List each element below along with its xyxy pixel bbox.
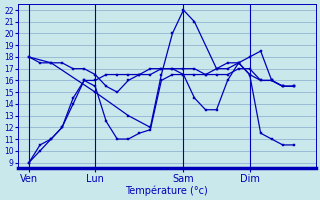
X-axis label: Température (°c): Température (°c) <box>125 185 208 196</box>
